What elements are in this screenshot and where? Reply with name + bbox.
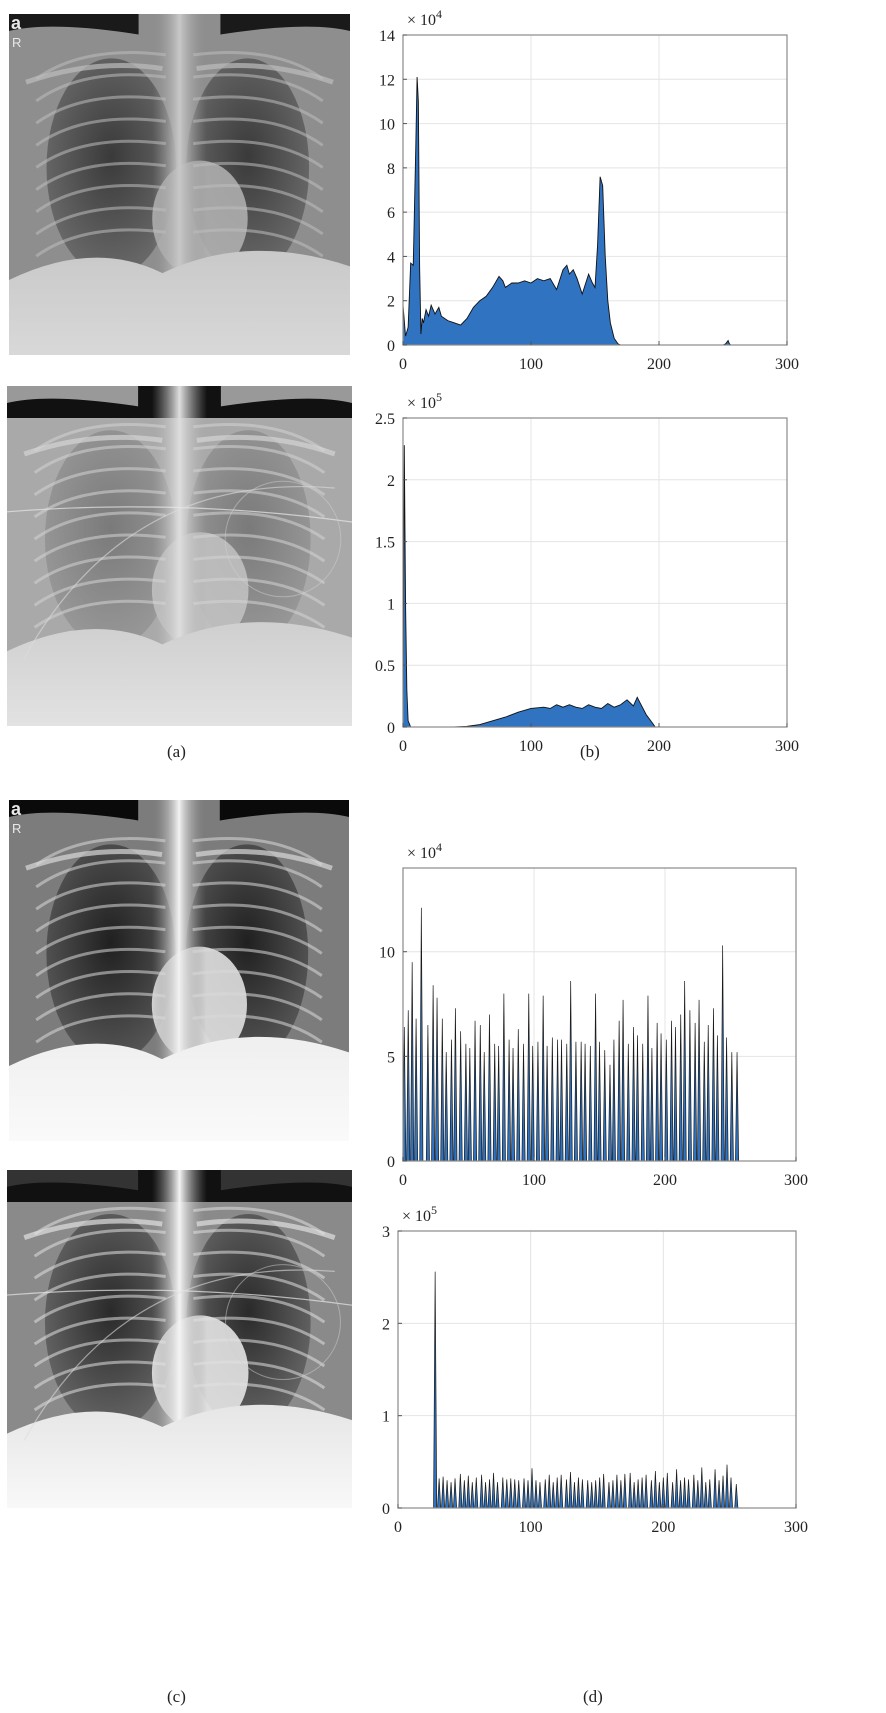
x-tick-label: 200 bbox=[647, 738, 671, 755]
x-tick-label: 0 bbox=[399, 356, 407, 373]
y-tick-label: 0 bbox=[387, 338, 395, 355]
x-tick-label: 300 bbox=[775, 738, 799, 755]
xray-corner-letter: a bbox=[11, 13, 22, 33]
y-tick-label: 1 bbox=[382, 1409, 390, 1426]
x-tick-label: 0 bbox=[399, 738, 407, 755]
y-tick-label: 6 bbox=[387, 205, 395, 222]
histogram-area bbox=[402, 77, 732, 346]
y-tick-label: 1 bbox=[387, 596, 395, 613]
xray-equalized-2 bbox=[7, 1170, 352, 1508]
axes-frame bbox=[402, 417, 788, 728]
axes-frame bbox=[397, 1230, 797, 1509]
y-multiplier-label: × 104 bbox=[407, 7, 442, 29]
y-tick-label: 2 bbox=[387, 473, 395, 490]
x-tick-label: 100 bbox=[522, 1172, 546, 1189]
histogram-chart-2: 0 100 200 300 0 0.5 1 1.5 2 2.5 × 105 bbox=[375, 390, 799, 755]
y-tick-label: 2.5 bbox=[375, 411, 395, 428]
y-tick-label: 10 bbox=[379, 117, 395, 134]
x-tick-label: 100 bbox=[519, 1519, 543, 1536]
y-tick-label: 0 bbox=[387, 1154, 395, 1171]
xray-original-2 bbox=[7, 386, 352, 726]
x-tick-label: 300 bbox=[784, 1519, 808, 1536]
xray-corner-sub: R bbox=[12, 35, 22, 50]
caption-d: (d) bbox=[583, 1687, 603, 1706]
caption-a: (a) bbox=[167, 742, 186, 761]
y-tick-label: 14 bbox=[379, 28, 395, 45]
y-tick-label: 5 bbox=[387, 1049, 395, 1066]
xray-corner-sub: R bbox=[12, 821, 22, 836]
xray-equalized-1 bbox=[9, 800, 349, 1141]
y-tick-label: 10 bbox=[379, 945, 395, 962]
histogram-chart-1: 0 100 200 300 0 2 4 6 8 10 12 14 × 104 bbox=[379, 7, 799, 373]
x-tick-label: 300 bbox=[784, 1172, 808, 1189]
y-tick-label: 4 bbox=[387, 249, 395, 266]
y-tick-label: 0 bbox=[382, 1501, 390, 1518]
y-tick-label: 0 bbox=[387, 720, 395, 737]
x-tick-label: 100 bbox=[519, 738, 543, 755]
y-multiplier-label: × 105 bbox=[407, 390, 442, 412]
y-multiplier-label: × 105 bbox=[402, 1203, 437, 1225]
caption-c: (c) bbox=[167, 1687, 186, 1706]
y-tick-label: 1.5 bbox=[375, 535, 395, 552]
y-tick-label: 2 bbox=[382, 1316, 390, 1333]
y-tick-label: 3 bbox=[382, 1224, 390, 1241]
y-multiplier-label: × 104 bbox=[407, 840, 442, 862]
y-tick-label: 8 bbox=[387, 161, 395, 178]
caption-b: (b) bbox=[580, 742, 600, 761]
x-tick-label: 100 bbox=[519, 356, 543, 373]
x-tick-label: 200 bbox=[653, 1172, 677, 1189]
x-tick-label: 0 bbox=[399, 1172, 407, 1189]
histogram-chart-3: 0 100 200 300 0 5 10 × 104 bbox=[379, 840, 808, 1189]
histogram-chart-4: 0 100 200 300 0 1 2 3 × 105 bbox=[382, 1203, 808, 1536]
x-tick-label: 0 bbox=[394, 1519, 402, 1536]
x-tick-label: 200 bbox=[647, 356, 671, 373]
xray-original-1 bbox=[9, 14, 350, 355]
axes-frame bbox=[402, 34, 788, 346]
x-tick-label: 200 bbox=[651, 1519, 675, 1536]
y-tick-label: 2 bbox=[387, 294, 395, 311]
y-tick-label: 12 bbox=[379, 72, 395, 89]
x-tick-label: 300 bbox=[775, 356, 799, 373]
xray-corner-letter: a bbox=[11, 799, 22, 819]
axes-frame bbox=[402, 867, 797, 1162]
y-tick-label: 0.5 bbox=[375, 658, 395, 675]
